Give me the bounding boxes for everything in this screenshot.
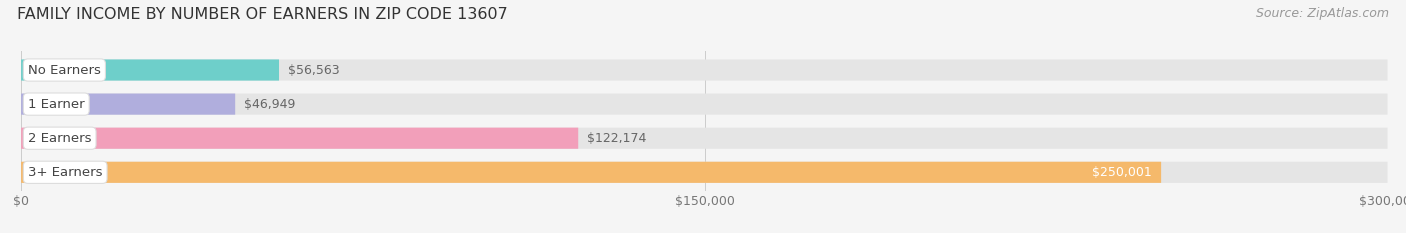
FancyBboxPatch shape [21, 93, 235, 115]
FancyBboxPatch shape [21, 128, 578, 149]
FancyBboxPatch shape [22, 59, 1388, 81]
Text: $122,174: $122,174 [588, 132, 647, 145]
Text: Source: ZipAtlas.com: Source: ZipAtlas.com [1256, 7, 1389, 20]
Text: 2 Earners: 2 Earners [28, 132, 91, 145]
Text: $56,563: $56,563 [288, 64, 340, 76]
FancyBboxPatch shape [22, 128, 1388, 149]
FancyBboxPatch shape [22, 162, 1388, 183]
Text: $250,001: $250,001 [1092, 166, 1152, 179]
FancyBboxPatch shape [22, 93, 1388, 115]
Text: FAMILY INCOME BY NUMBER OF EARNERS IN ZIP CODE 13607: FAMILY INCOME BY NUMBER OF EARNERS IN ZI… [17, 7, 508, 22]
Text: 1 Earner: 1 Earner [28, 98, 84, 111]
Text: 3+ Earners: 3+ Earners [28, 166, 103, 179]
FancyBboxPatch shape [21, 59, 278, 81]
Text: No Earners: No Earners [28, 64, 101, 76]
FancyBboxPatch shape [21, 162, 1161, 183]
Text: $46,949: $46,949 [245, 98, 295, 111]
